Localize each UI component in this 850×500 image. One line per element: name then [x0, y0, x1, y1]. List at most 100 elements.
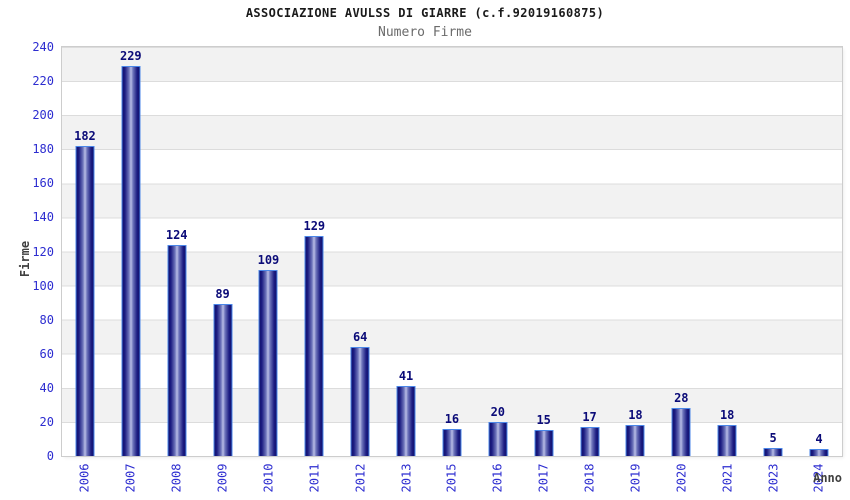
bar — [580, 427, 600, 456]
bar-value-label: 129 — [303, 219, 326, 234]
x-tick-label: 2006 — [62, 464, 108, 493]
y-tick-label: 0 — [46, 449, 54, 463]
bar-value-label: 182 — [74, 128, 96, 143]
bar-column: 109 2010 — [246, 47, 292, 492]
x-tick-label: 2016 — [475, 464, 521, 493]
bar — [213, 304, 233, 456]
x-tick-label-text: 2008 — [169, 463, 184, 493]
y-axis-ticks: 0 20 40 60 80 100 120 140 160 180 200 220 240 — [0, 0, 54, 500]
bar — [396, 386, 416, 456]
plot-area: 182 2006 229 2007 124 2008 89 2009 109 2010 129 201… — [62, 47, 842, 493]
bar — [763, 447, 783, 456]
x-tick-label-text: 2017 — [536, 463, 551, 493]
bar — [258, 270, 278, 456]
bar-column: 182 2006 — [62, 47, 108, 493]
bar — [671, 408, 691, 456]
bar — [534, 430, 554, 456]
y-tick-label: 220 — [32, 74, 54, 89]
y-tick-label: 60 — [39, 346, 54, 361]
bar — [304, 236, 324, 456]
y-tick-label: 240 — [32, 40, 54, 54]
x-tick-label: 2023 — [750, 464, 796, 493]
bar — [625, 425, 645, 456]
bar-value-label: 28 — [674, 391, 689, 406]
y-tick-label: 120 — [32, 244, 54, 259]
y-tick-label: 80 — [39, 312, 54, 327]
bar-column: 18 2021 — [704, 47, 750, 492]
x-tick-label: 2017 — [521, 464, 567, 493]
bar-value-label: 124 — [165, 227, 188, 242]
x-tick-label-text: 2023 — [766, 463, 781, 493]
x-tick-label-text: 2020 — [674, 463, 689, 493]
bar-value-label: 17 — [582, 410, 597, 424]
bar-value-label: 41 — [398, 369, 414, 384]
x-tick-label: 2019 — [613, 464, 659, 493]
y-tick-label: 200 — [32, 108, 54, 123]
bar-value-label: 89 — [215, 287, 230, 302]
bar-value-label: 64 — [352, 329, 368, 344]
bar-column: 124 2008 — [154, 47, 200, 493]
x-tick-label-text: 2011 — [307, 463, 322, 493]
bar-value-label: 16 — [444, 411, 460, 426]
bar-value-label: 18 — [719, 408, 735, 423]
x-tick-label: 2009 — [200, 464, 246, 493]
bar-value-label: 109 — [257, 253, 280, 268]
bar — [350, 346, 370, 456]
y-tick-label: 160 — [32, 176, 54, 191]
x-tick-label: 2013 — [383, 464, 429, 493]
bar-column: 28 2020 — [658, 47, 704, 492]
bar-value-label: 18 — [628, 408, 643, 423]
bar-column: 18 2019 — [613, 47, 659, 492]
bar-column: 89 2009 — [200, 47, 246, 492]
bar-column: 41 2013 — [383, 47, 429, 492]
x-tick-label-text: 2009 — [215, 463, 230, 493]
x-tick-label-text: 2007 — [123, 463, 138, 493]
x-tick-label-text: 2010 — [261, 463, 276, 493]
bar-value-label: 5 — [769, 430, 777, 445]
x-tick-label: 2011 — [291, 464, 337, 493]
bar — [75, 145, 95, 456]
bar — [809, 449, 829, 456]
y-tick-label: 140 — [32, 210, 54, 225]
x-tick-label: 2015 — [429, 464, 475, 493]
bar — [442, 428, 462, 456]
x-tick-label-text: 2012 — [353, 463, 368, 493]
y-tick-label: 180 — [32, 142, 54, 157]
y-tick-label: 40 — [39, 380, 54, 395]
bar-value-label: 4 — [815, 432, 823, 447]
bar — [717, 425, 737, 456]
bar-column: 129 2011 — [291, 47, 337, 492]
bar-column: 20 2016 — [475, 47, 521, 492]
x-tick-label: 2008 — [154, 464, 200, 493]
bar — [121, 65, 141, 456]
bar-column: 17 2018 — [567, 47, 613, 492]
bar-value-label: 20 — [490, 404, 506, 419]
bar-column: 15 2017 — [521, 47, 567, 492]
bar-column: 229 2007 — [108, 47, 154, 493]
x-tick-label: 2010 — [246, 464, 292, 493]
bar — [167, 244, 187, 456]
x-tick-label-text: 2018 — [582, 463, 597, 493]
x-tick-label-text: 2019 — [628, 463, 643, 493]
x-tick-label-text: 2013 — [399, 463, 414, 493]
bar-value-label: 15 — [536, 413, 551, 428]
x-tick-label-text: 2016 — [490, 463, 505, 493]
x-tick-label-text: 2021 — [720, 463, 735, 493]
chart-subtitle: Numero Firme — [378, 25, 472, 40]
y-tick-label: 20 — [39, 414, 54, 429]
x-tick-label: 2012 — [337, 464, 383, 493]
chart-title: ASSOCIAZIONE AVULSS DI GIARRE (c.f.92019… — [245, 6, 605, 20]
x-tick-label-text: 2006 — [77, 463, 92, 493]
x-tick-label: 2018 — [567, 464, 613, 493]
bar — [488, 421, 508, 456]
bar-column: 5 2023 — [750, 47, 796, 492]
x-axis-title: Anno — [813, 471, 842, 485]
y-tick-label: 100 — [32, 278, 54, 293]
x-tick-label-text: 2015 — [444, 463, 459, 493]
x-tick-label: 2021 — [704, 464, 750, 493]
bar-column: 16 2015 — [429, 47, 475, 492]
bar-column: 4 2024 — [796, 47, 842, 492]
x-tick-label: 2020 — [658, 464, 704, 493]
bar-value-label: 229 — [119, 48, 142, 63]
